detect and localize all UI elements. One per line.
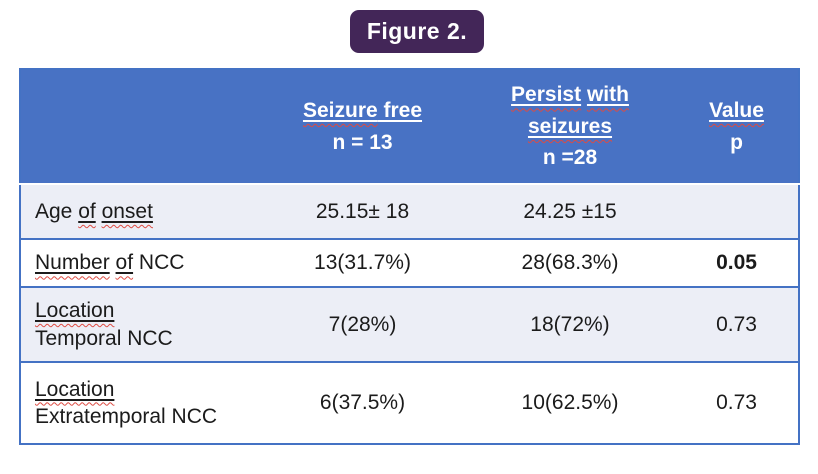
cell-p-value: 0.73 [716, 312, 757, 336]
table-row-location-extratemporal: Location Extratemporal NCC 6(37.5%) 10(62… [20, 362, 799, 444]
row-label: Location Extratemporal NCC [35, 377, 218, 428]
table-row-location-temporal: Location Temporal NCC 7(28%) 18(72%) 0.73 [20, 287, 799, 362]
header-cell-p-value: Value p [675, 69, 799, 185]
figure-badge: Figure 2. [350, 10, 484, 53]
results-table: Seizure free n = 13 Persist with seizures n… [19, 68, 800, 445]
row-label: Number of NCC [35, 251, 185, 275]
cell-persist: 28(68.3%) [521, 251, 619, 275]
header-cell-seizure-free: Seizure free n = 13 [260, 69, 465, 185]
cell-persist: 10(62.5%) [521, 391, 619, 415]
cell-persist: 18(72%) [530, 312, 610, 336]
figure-label: Figure 2. [366, 18, 468, 44]
row-label: Age of onset [35, 199, 153, 223]
header-cell-persist-with-seizures: Persist with seizures n =28 [465, 69, 675, 185]
cell-p-value: 0.73 [716, 391, 757, 415]
cell-seizure-free: 6(37.5%) [319, 391, 406, 415]
cell-seizure-free: 25.15± 18 [315, 199, 410, 223]
cell-persist: 24.25 ±15 [523, 199, 617, 223]
cell-seizure-free: 13(31.7%) [314, 251, 411, 275]
table-row-age-of-onset: Age of onset 25.15± 18 24.25 ±15 [20, 184, 799, 239]
row-label: Location Temporal NCC [35, 299, 173, 350]
cell-seizure-free: 7(28%) [328, 312, 397, 336]
cell-p-value [675, 184, 799, 239]
table-container: Seizure free n = 13 Persist with seizures n… [19, 68, 800, 445]
table-row-number-of-ncc: Number of NCC 13(31.7%) 28(68.3%) 0.05 [20, 239, 799, 287]
cell-p-value: 0.05 [716, 251, 757, 275]
header-cell-empty [20, 69, 260, 185]
header-row: Seizure free n = 13 Persist with seizures n… [20, 69, 799, 185]
